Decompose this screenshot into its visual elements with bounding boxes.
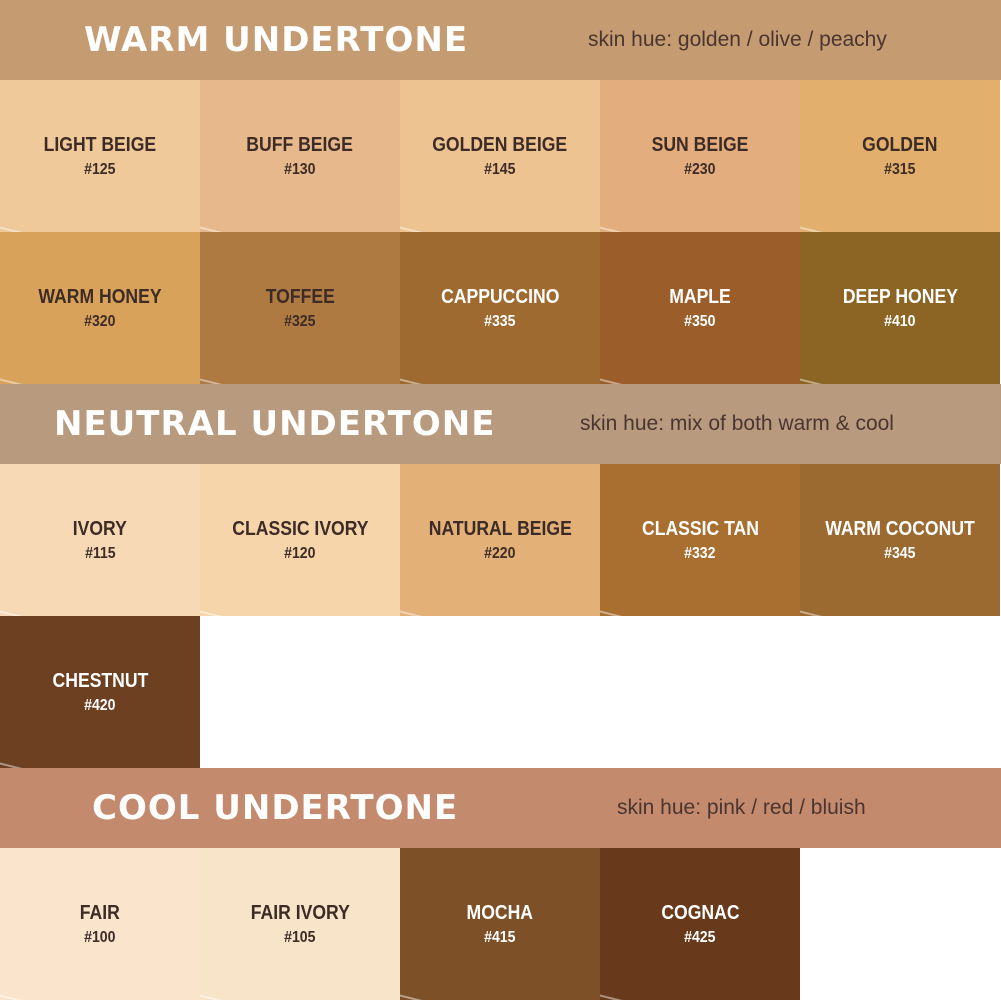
shade-swatch: TOFFEE #325: [200, 232, 400, 384]
shade-swatch: BUFF BEIGE #130: [200, 80, 400, 232]
blank: [800, 616, 1000, 768]
shade-swatch: SUN BEIGE #230: [600, 80, 800, 232]
shade-name: IVORY: [72, 517, 128, 540]
shade-code: #350: [684, 312, 716, 330]
shade-code: #125: [84, 160, 116, 178]
shade-swatch: NATURAL BEIGE #220: [400, 464, 600, 616]
section-header: WARM UNDERTONE skin hue: golden / olive /…: [0, 0, 1001, 80]
shade-code: #425: [684, 928, 716, 946]
shade-swatch: FAIR IVORY #105: [200, 848, 400, 1000]
shade-name: FAIR IVORY: [250, 901, 350, 924]
shade-name: MAPLE: [669, 285, 731, 308]
shade-code: #320: [84, 312, 116, 330]
shade-name: GOLDEN: [862, 133, 938, 156]
shade-row: IVORY #115 CLASSIC IVORY #120 NATURAL BEIGE #…: [0, 464, 1001, 616]
shade-name: COGNAC: [660, 901, 740, 924]
shade-code: #315: [884, 160, 916, 178]
shade-name: DEEP HONEY: [842, 285, 958, 308]
blank: [200, 616, 400, 768]
shade-name: CHESTNUT: [52, 669, 148, 692]
shade-swatch: MOCHA #415: [400, 848, 600, 1000]
section-title: WARM UNDERTONE: [84, 20, 469, 60]
shade-code: #325: [284, 312, 316, 330]
shade-name: NATURAL BEIGE: [428, 517, 572, 540]
shade-code: #120: [284, 544, 316, 562]
section-hue: skin hue: mix of both warm & cool: [580, 412, 894, 435]
shade-code: #410: [884, 312, 916, 330]
shade-code: #415: [484, 928, 516, 946]
shade-swatch: DEEP HONEY #410: [800, 232, 1000, 384]
shade-code: #230: [684, 160, 716, 178]
shade-name: CLASSIC TAN: [641, 517, 759, 540]
shade-row: FAIR #100 FAIR IVORY #105 MOCHA #415 COGNAC #42…: [0, 848, 1001, 1000]
shade-name: WARM HONEY: [38, 285, 162, 308]
shade-swatch: LIGHT BEIGE #125: [0, 80, 200, 232]
shade-code: #332: [684, 544, 716, 562]
shade-swatch: COGNAC #425: [600, 848, 800, 1000]
shade-name: CAPPUCCINO: [440, 285, 560, 308]
shade-swatch: MAPLE #350: [600, 232, 800, 384]
shade-swatch: GOLDEN #315: [800, 80, 1000, 232]
shade-code: #335: [484, 312, 516, 330]
shade-name: SUN BEIGE: [651, 133, 749, 156]
shade-name: CLASSIC IVORY: [231, 517, 369, 540]
shade-swatch: CLASSIC TAN #332: [600, 464, 800, 616]
shade-name: TOFFEE: [265, 285, 335, 308]
blank: [400, 616, 600, 768]
shade-name: FAIR: [79, 901, 121, 924]
section-header: COOL UNDERTONE skin hue: pink / red / blu…: [0, 768, 1001, 848]
shade-swatch: GOLDEN BEIGE #145: [400, 80, 600, 232]
section-header: NEUTRAL UNDERTONE skin hue: mix of both w…: [0, 384, 1001, 464]
section-hue: skin hue: pink / red / bluish: [617, 796, 866, 819]
shade-swatch: WARM HONEY #320: [0, 232, 200, 384]
shade-code: #115: [84, 544, 116, 562]
shade-swatch: FAIR #100: [0, 848, 200, 1000]
shade-code: #105: [284, 928, 316, 946]
shade-row: LIGHT BEIGE #125 BUFF BEIGE #130 GOLDEN BEIG…: [0, 80, 1001, 232]
shade-code: #345: [884, 544, 916, 562]
shade-row: CHESTNUT #420: [0, 616, 1001, 768]
shade-swatch: CAPPUCCINO #335: [400, 232, 600, 384]
blank: [600, 616, 800, 768]
section-title: COOL UNDERTONE: [92, 788, 459, 828]
shade-code: #100: [84, 928, 116, 946]
section-title: NEUTRAL UNDERTONE: [54, 404, 496, 444]
shade-name: LIGHT BEIGE: [43, 133, 157, 156]
shade-name: WARM COCONUT: [825, 517, 975, 540]
shade-code: #145: [484, 160, 516, 178]
section-hue: skin hue: golden / olive / peachy: [588, 28, 887, 51]
shade-name: MOCHA: [466, 901, 534, 924]
blank: [800, 848, 1000, 1000]
shade-swatch: CHESTNUT #420: [0, 616, 200, 768]
shade-swatch: IVORY #115: [0, 464, 200, 616]
shade-swatch: CLASSIC IVORY #120: [200, 464, 400, 616]
shade-name: GOLDEN BEIGE: [432, 133, 568, 156]
shade-name: BUFF BEIGE: [246, 133, 354, 156]
shade-row: WARM HONEY #320 TOFFEE #325 CAPPUCCINO #335 MA…: [0, 232, 1001, 384]
shade-code: #130: [284, 160, 316, 178]
shade-code: #420: [84, 696, 116, 714]
shade-code: #220: [484, 544, 516, 562]
shade-swatch: WARM COCONUT #345: [800, 464, 1000, 616]
